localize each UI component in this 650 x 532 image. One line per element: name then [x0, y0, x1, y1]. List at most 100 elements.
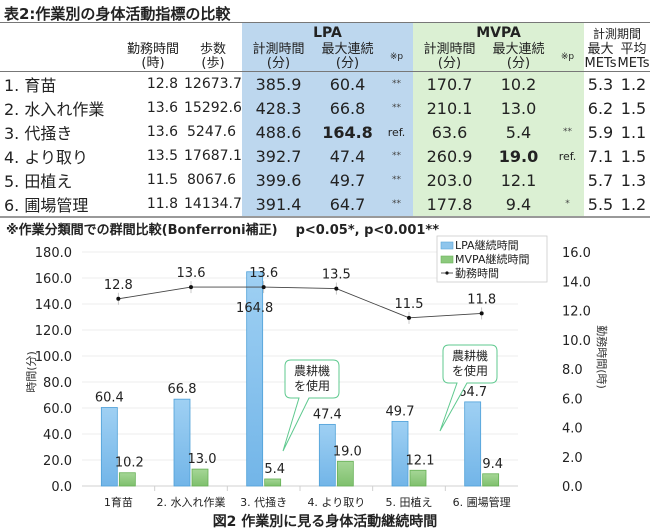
table-note: ※作業分類間での群間比較(Bonferroni補正) p<0.05*, p<0.0… [6, 219, 439, 238]
mvpa-bar [264, 478, 282, 487]
work-hours-cell: 13.5 [146, 148, 178, 164]
work-hours-point [116, 296, 121, 301]
mvpa-max-cell: 9.4 [486, 192, 551, 218]
x-tick-label: 6. 圃場管理 [453, 495, 511, 509]
mvpa-p-header: ※p [551, 43, 584, 72]
mvpa-bar [191, 468, 209, 487]
avg-mets-header: 平均 METs [617, 42, 650, 71]
max-mets-cell: 6.2 [587, 98, 614, 118]
mvpa-p-cell [551, 168, 584, 192]
mvpa-p-cell [551, 96, 584, 120]
lpa-time-cell: 428.3 [242, 96, 315, 120]
y-axis-label: 時間(分) [25, 351, 38, 393]
lpa-data-label: 49.7 [386, 404, 415, 419]
table-row: 2. 水入れ作業 13.6 15292.6 428.3 66.8 ** 210.1 13.0 6… [0, 96, 650, 120]
x-tick-label: 5. 田植え [386, 495, 433, 509]
work-hours-point [334, 286, 339, 291]
table-row: 5. 田植え 11.5 8067.6 399.6 49.7 ** 203.0 12.1 5.7 1… [0, 168, 650, 192]
y2-tick-label: 8.0 [562, 363, 583, 378]
steps-cell: 5247.6 [187, 124, 236, 140]
lpa-max-cell: 64.7 [315, 192, 380, 218]
mvpa-max-cell: 12.1 [486, 168, 551, 192]
mvpa-max-cell: 10.2 [486, 71, 551, 96]
lpa-group-header: LPA [242, 22, 413, 43]
y2-tick-label: 12.0 [562, 305, 591, 320]
lpa-bar [246, 271, 264, 487]
table-title: 表2:作業別の身体活動指標の比較 [4, 5, 231, 23]
lpa-max-cell: 47.4 [315, 144, 380, 168]
mvpa-p-cell: ** [551, 120, 584, 144]
steps-cell: 14134.7 [184, 192, 242, 218]
lpa-time-cell: 385.9 [242, 71, 315, 96]
mvpa-max-cell: 19.0 [486, 144, 551, 168]
y-tick-label: 80.0 [43, 376, 72, 391]
mvpa-time-cell: 210.1 [413, 96, 486, 120]
note-text: ※作業分類間での群間比較(Bonferroni補正) [6, 223, 278, 238]
x-tick-label: 3. 代掻き [240, 495, 287, 509]
lpa-data-label: 47.4 [313, 407, 342, 422]
max-mets-cell: 5.9 [587, 122, 614, 142]
callout-bubble [282, 359, 340, 452]
lpa-max-cell: 164.8 [315, 120, 380, 144]
row-name: 5. 田植え [4, 172, 73, 191]
mvpa-p-cell: * [551, 192, 584, 218]
lpa-data-label: 64.7 [458, 385, 487, 400]
y-tick-label: 0.0 [51, 480, 72, 495]
work-hours-label: 12.8 [104, 278, 133, 293]
work-hours-point [407, 315, 411, 320]
x-tick-label: 4. より取り [307, 496, 365, 509]
legend-mvpa-label: MVPA継続時間 [455, 252, 529, 266]
note-p-values: p<0.05*, p<0.001** [295, 223, 440, 238]
mvpa-data-label: 5.4 [264, 462, 285, 477]
work-hours-point [189, 285, 193, 290]
work-hours-line [118, 286, 482, 319]
chart-legend: LPA継続時間 MVPA継続時間 勤務時間 [436, 235, 548, 283]
avg-mets-cell: 1.5 [620, 98, 647, 118]
mvpa-max-header: 最大連続 (分) [486, 43, 551, 72]
y2-tick-label: 6.0 [562, 392, 583, 407]
lpa-bar [464, 401, 482, 487]
y2-axis-label: 勤務時間(時) [595, 325, 609, 389]
legend-lpa-label: LPA継続時間 [455, 238, 519, 252]
y-tick-label: 180.0 [35, 246, 72, 261]
lpa-data-label: 164.8 [236, 301, 273, 316]
mvpa-data-label: 9.4 [482, 457, 503, 472]
legend-box [436, 235, 548, 283]
mvpa-max-cell: 5.4 [486, 120, 551, 144]
callout-line2: を使用 [294, 378, 330, 393]
lpa-time-header: 計測時間 (分) [242, 43, 315, 72]
work-hours-cell: 11.8 [122, 192, 184, 218]
work-hours-cell: 11.5 [146, 172, 178, 188]
y2-tick-label: 10.0 [562, 334, 591, 349]
mvpa-data-label: 10.2 [115, 456, 144, 471]
activity-chart: 0.0 20.0 40.0 60.0 80.0 100.0 120.0 140.0 160.0 1… [25, 235, 609, 509]
work-hours-label: 11.8 [467, 292, 496, 307]
y2-tick-label: 0.0 [562, 480, 583, 495]
lpa-p-cell: ** [380, 192, 413, 218]
callout-bubble [439, 344, 498, 432]
lpa-p-cell: ** [380, 96, 413, 120]
mvpa-p-cell: ref. [551, 144, 584, 168]
lpa-time-cell: 488.6 [242, 120, 315, 144]
mvpa-data-label: 12.1 [406, 453, 435, 468]
mvpa-time-cell: 63.6 [413, 120, 486, 144]
lpa-p-header: ※p [380, 43, 413, 72]
work-hours-label: 13.6 [177, 266, 206, 281]
y-tick-label: 20.0 [43, 454, 72, 469]
table-row: 3. 代掻き 13.6 5247.6 488.6 164.8 ref. 63.6 5.4 ** 5… [0, 120, 650, 144]
mvpa-time-cell: 170.7 [413, 71, 486, 96]
x-tick-label: 1育苗 [104, 495, 133, 509]
period-header: 計測期間 [584, 22, 650, 43]
work-hours-point [261, 285, 266, 290]
table-row: 4. より取り 13.5 17687.1 392.7 47.4 ** 260.9 19.0 re… [0, 144, 650, 168]
avg-mets-cell: 1.1 [620, 122, 647, 142]
lpa-p-cell: ** [380, 168, 413, 192]
lpa-p-cell: ** [380, 71, 413, 96]
lpa-time-cell: 391.4 [242, 192, 315, 218]
steps-cell: 8067.6 [187, 172, 236, 188]
avg-mets-cell: 1.2 [617, 71, 650, 96]
x-tick-label: 2. 水入れ作業 [157, 496, 226, 509]
y-tick-label: 100.0 [35, 350, 72, 365]
row-name: 1. 育苗 [0, 71, 122, 96]
mvpa-p-cell [551, 71, 584, 96]
